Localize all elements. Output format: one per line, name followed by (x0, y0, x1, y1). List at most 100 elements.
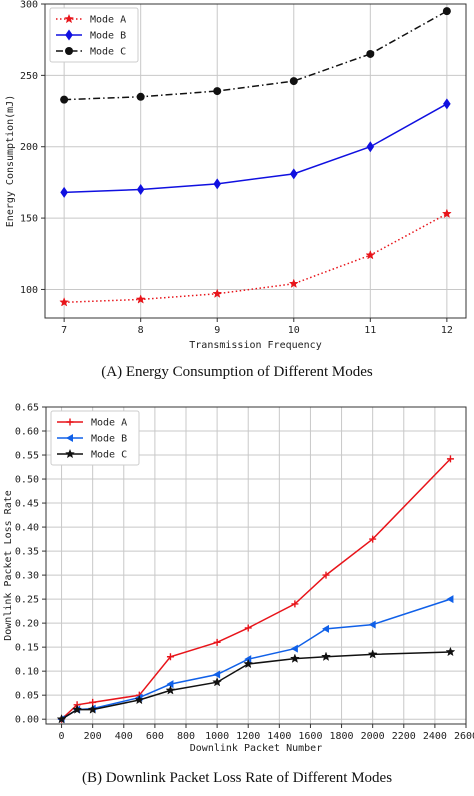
x-tick-label: 1800 (330, 731, 354, 742)
data-point (291, 600, 299, 608)
legend-marker (66, 418, 74, 426)
legend-label: Mode A (90, 15, 126, 26)
x-tick-label: 800 (177, 731, 195, 742)
data-point (289, 168, 298, 180)
data-point (72, 704, 83, 714)
data-point (446, 595, 454, 604)
data-point (56, 713, 67, 724)
x-tick-label: 2400 (423, 731, 447, 742)
energy-consumption-chart: 7 8 9 10 11 12 100 150 200 250 300 Transmission Fre… (5, 0, 467, 351)
legend-marker (64, 13, 74, 24)
y-tick-label: 0.25 (15, 595, 39, 606)
data-point (244, 655, 252, 664)
data-point (366, 49, 375, 58)
y-tick-label: 0.65 (15, 403, 39, 414)
y-tick-label: 0.15 (15, 643, 39, 654)
packet-loss-rate-chart: 0 200 400 600 800 1000 1200 1400 1600 1800 2000 220… (3, 403, 474, 755)
y-ticks: 0.00 0.05 0.10 0.15 0.20 0.25 0.30 0.35 0.40 0.45… (15, 403, 46, 726)
y-tick-label: 300 (20, 0, 38, 11)
legend-label: Mode B (90, 31, 126, 42)
x-tick-label: 1000 (205, 731, 229, 742)
x-tick-label: 1600 (298, 731, 322, 742)
series-mode-b (60, 98, 451, 198)
y-tick-label: 200 (20, 142, 38, 153)
legend-label: Mode A (91, 418, 127, 429)
y-tick-label: 0.50 (15, 475, 39, 486)
data-point (243, 658, 254, 669)
data-point (289, 77, 298, 86)
y-tick-label: 250 (20, 71, 38, 82)
series-mode-c (56, 646, 456, 724)
x-tick-label: 7 (61, 325, 67, 336)
data-point (166, 653, 174, 661)
data-point (136, 184, 145, 196)
series-line (64, 10, 448, 101)
caption-a: (A) Energy Consumption of Different Mode… (101, 364, 373, 380)
legend-marker (65, 448, 75, 459)
data-point (134, 694, 145, 705)
data-point (60, 186, 68, 198)
x-tick-label: 8 (138, 325, 144, 336)
x-tick-label: 2000 (361, 731, 385, 742)
data-point (365, 249, 376, 260)
data-point (165, 685, 176, 695)
data-point (445, 646, 456, 657)
x-tick-label: 0 (59, 731, 65, 742)
series-line (61, 458, 451, 720)
legend-marker (66, 434, 73, 442)
y-tick-label: 100 (20, 285, 38, 296)
x-axis-label: Downlink Packet Number (190, 743, 322, 754)
x-tick-label: 600 (146, 731, 164, 742)
x-ticks: 0 200 400 600 800 1000 1200 1400 1600 1800 2000 220… (59, 724, 474, 742)
data-point (443, 98, 451, 110)
legend-label: Mode B (91, 434, 127, 445)
y-ticks: 100 150 200 250 300 (20, 0, 45, 296)
y-tick-label: 0.45 (15, 499, 39, 510)
series-line (61, 651, 451, 720)
y-tick-label: 150 (20, 214, 38, 225)
series-line (61, 598, 451, 720)
data-point (244, 624, 252, 632)
y-tick-label: 0.40 (15, 523, 39, 534)
data-point (136, 92, 145, 101)
data-point (60, 95, 69, 104)
data-point (213, 178, 222, 190)
data-point (321, 651, 331, 661)
series-line (64, 103, 448, 194)
data-point (166, 680, 174, 689)
legend: Mode A Mode B Mode C (50, 410, 140, 466)
y-tick-label: 0.55 (15, 451, 39, 462)
y-tick-label: 0.60 (15, 427, 39, 438)
data-point (289, 653, 300, 663)
x-tick-label: 9 (214, 325, 220, 336)
plot-frame (45, 406, 467, 725)
data-point (213, 87, 222, 96)
x-tick-label: 400 (115, 731, 133, 742)
x-tick-label: 1200 (236, 731, 260, 742)
energy-chart-panel: 7 8 9 10 11 12 100 150 200 250 300 Transmission Fre… (0, 0, 474, 390)
legend: Mode A Mode B Mode C (49, 7, 139, 63)
data-point (87, 704, 98, 714)
data-point (368, 620, 376, 629)
data-point (367, 649, 378, 659)
series-mode-a (59, 208, 452, 307)
x-tick-label: 200 (84, 731, 102, 742)
x-tick-label: 12 (441, 325, 453, 336)
data-point (213, 638, 221, 646)
legend-marker (65, 29, 73, 41)
grid (46, 406, 467, 724)
data-point (135, 294, 146, 304)
x-tick-label: 2200 (392, 731, 416, 742)
data-point (288, 278, 299, 288)
x-ticks: 7 8 9 10 11 12 (61, 318, 453, 336)
data-point (441, 208, 452, 219)
legend-box (50, 410, 140, 466)
y-tick-label: 0.20 (15, 619, 39, 630)
data-point (442, 7, 451, 16)
data-point (212, 677, 223, 687)
y-tick-label: 0.35 (15, 547, 39, 558)
y-tick-label: 0.30 (15, 571, 39, 582)
x-tick-label: 11 (364, 325, 376, 336)
legend-label: Mode C (91, 450, 127, 461)
